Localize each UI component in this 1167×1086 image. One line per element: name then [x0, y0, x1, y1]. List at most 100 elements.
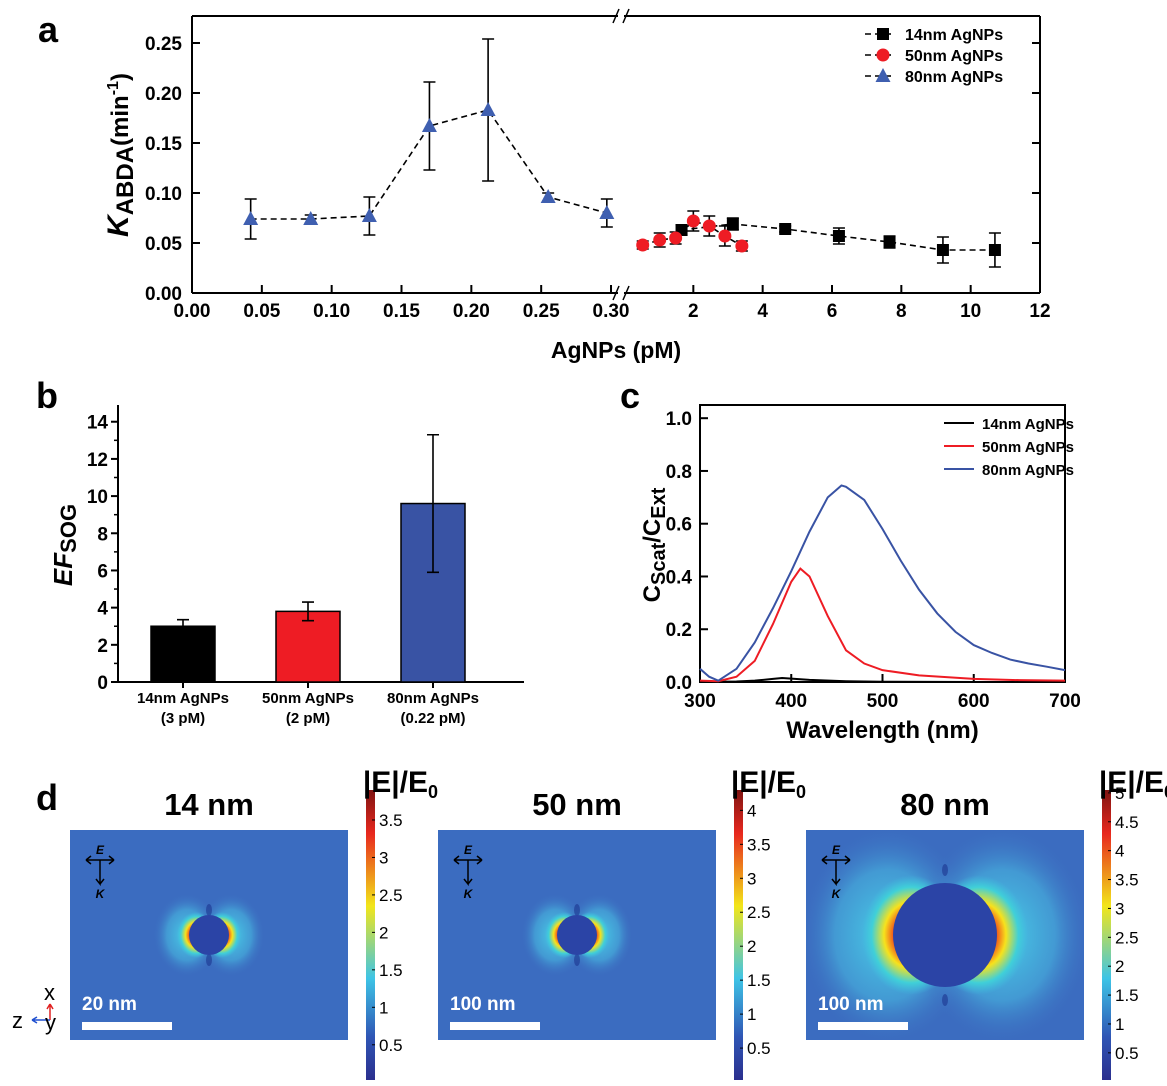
- legend-marker: [875, 68, 891, 82]
- error-bar: [427, 433, 439, 574]
- scale-bar-label: 20 nm: [82, 994, 137, 1015]
- map-title: 80 nm: [900, 787, 990, 822]
- x-tick-label: 12: [1029, 301, 1050, 322]
- x-tick-label: 0.05: [243, 301, 280, 322]
- y-tick-label: 4: [97, 599, 108, 620]
- x-tick-label: 0.15: [383, 301, 420, 322]
- marker: [883, 236, 896, 248]
- y-axis-label-part: /C: [639, 519, 666, 543]
- y-tick-label: 0.20: [145, 84, 182, 105]
- panel-label: d: [36, 777, 58, 818]
- legend-label: 14nm AgNPs: [982, 416, 1074, 433]
- y-axis-label-part: Ext: [648, 487, 670, 518]
- x-tick-label: 80nm AgNPs: [387, 690, 479, 707]
- colorbar-label: |E|/E0: [731, 766, 806, 802]
- marker: [636, 238, 650, 252]
- colorbar-tick-label: 2: [379, 923, 388, 942]
- error-bar: [177, 618, 189, 634]
- y-tick-label: 0.25: [145, 34, 182, 55]
- colorbar-label-part: 0: [428, 782, 438, 802]
- marker: [735, 239, 749, 253]
- legend-label: 14nm AgNPs: [905, 27, 1003, 44]
- map-title: 14 nm: [164, 787, 254, 822]
- legend-label: 80nm AgNPs: [982, 462, 1074, 479]
- colorbar-tick-label: 0.5: [379, 1036, 403, 1055]
- colorbar-tick-label: 1.5: [747, 971, 771, 990]
- y-tick-label: 0: [97, 673, 108, 694]
- polarization-arrows: [821, 855, 851, 887]
- x-tick-label: 0.00: [174, 301, 211, 322]
- axis-label: x: [44, 980, 55, 1005]
- panel-label: a: [38, 9, 59, 50]
- marker: [480, 102, 496, 116]
- field-label: E: [464, 843, 473, 857]
- axis-break: [612, 285, 620, 301]
- y-axis-label-part: EF: [48, 552, 78, 586]
- y-axis-label-part: Scat: [648, 542, 670, 585]
- field-map: [438, 830, 716, 1040]
- y-axis-label-part: ABDA: [112, 146, 139, 215]
- nanoparticle: [893, 883, 997, 987]
- axis-arrow-z: [31, 1016, 50, 1024]
- y-axis-label-part: SOG: [56, 504, 81, 553]
- axis-break: [622, 8, 630, 24]
- y-tick-label: 6: [97, 561, 108, 582]
- colorbar: [734, 790, 743, 1080]
- y-axis-label-part: (min: [107, 95, 134, 146]
- y-tick-label: 8: [97, 524, 108, 545]
- scale-bar-label: 100 nm: [450, 994, 515, 1015]
- colorbar-tick-label: 4: [747, 801, 756, 820]
- colorbar-tick-label: 4: [1115, 842, 1124, 861]
- x-axis-label: AgNPs (pM): [551, 337, 681, 363]
- colorbar: [366, 790, 375, 1080]
- marker: [540, 189, 556, 203]
- x-tick-label: 6: [827, 301, 838, 322]
- bar: [150, 625, 216, 683]
- spectrum-line: [699, 484, 1066, 682]
- y-tick-label: 0.4: [666, 567, 693, 588]
- colorbar-tick-label: 0.5: [747, 1039, 771, 1058]
- bar: [275, 610, 341, 683]
- y-tick-label: 0.6: [666, 515, 692, 536]
- scale-bar: [818, 1022, 908, 1030]
- colorbar-tick-label: 1.5: [379, 961, 403, 980]
- y-axis-label-part: K: [102, 213, 135, 237]
- legend-label: 80nm AgNPs: [905, 69, 1003, 86]
- colorbar-tick-label: 3.5: [747, 835, 771, 854]
- marker: [599, 205, 615, 219]
- y-axis-label: KABDA(min-1): [102, 73, 139, 237]
- spectrum-line: [699, 677, 1065, 683]
- marker: [669, 231, 683, 245]
- marker: [718, 229, 732, 243]
- x-tick-label: 8: [896, 301, 907, 322]
- scale-bar: [450, 1022, 540, 1030]
- field-label: K: [832, 887, 842, 901]
- y-tick-label: 12: [87, 450, 108, 471]
- marker: [361, 208, 377, 222]
- x-tick-label: 50nm AgNPs: [262, 690, 354, 707]
- y-tick-label: 0.05: [145, 234, 182, 255]
- y-tick-label: 0.2: [666, 620, 692, 641]
- field-label: E: [832, 843, 841, 857]
- axis-break: [612, 8, 620, 24]
- map-title: 50 nm: [532, 787, 622, 822]
- field-label: E: [96, 843, 105, 857]
- colorbar-tick-label: 2.5: [747, 903, 771, 922]
- marker: [832, 230, 845, 242]
- y-tick-label: 10: [87, 487, 108, 508]
- x-tick-label: (3 pM): [161, 710, 205, 727]
- marker: [726, 218, 739, 230]
- colorbar-label-part: |E|/E: [731, 766, 796, 799]
- y-tick-label: 0.0: [666, 673, 692, 694]
- marker: [988, 244, 1001, 256]
- field-shadow: [206, 954, 212, 966]
- y-tick-label: 0.15: [145, 134, 182, 155]
- colorbar-tick-label: 1: [379, 998, 388, 1017]
- legend-marker: [876, 48, 890, 62]
- field-label: K: [464, 887, 474, 901]
- x-tick-label: 0.25: [523, 301, 560, 322]
- y-tick-label: 14: [87, 413, 109, 434]
- field-shadow: [206, 904, 212, 916]
